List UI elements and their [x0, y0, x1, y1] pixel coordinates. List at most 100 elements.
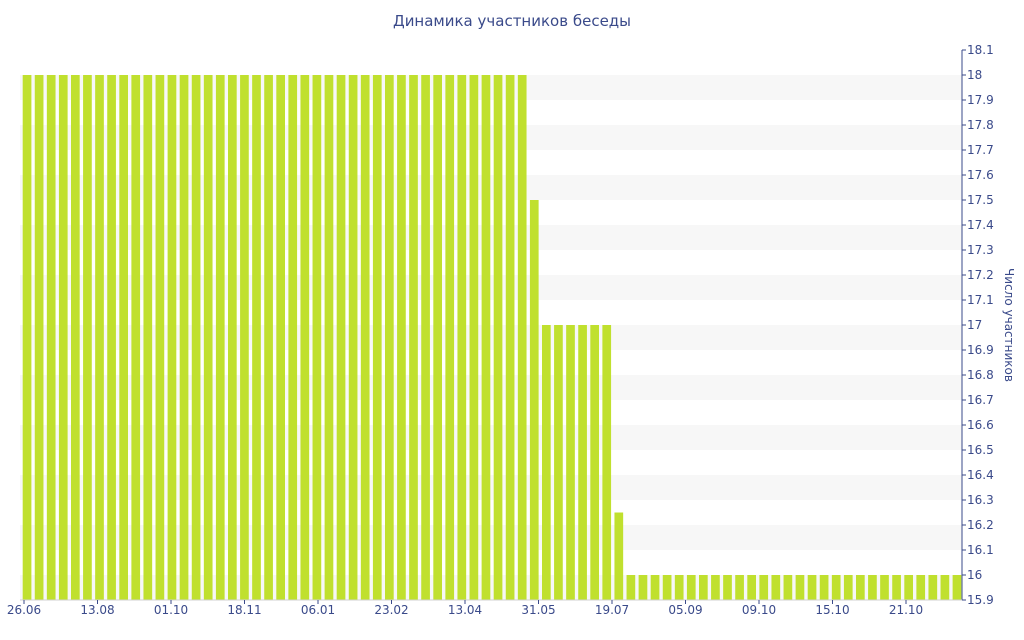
bar: [626, 575, 636, 600]
bar: [952, 575, 962, 600]
bar: [638, 575, 648, 600]
y-tick-label: 16.8: [967, 368, 994, 382]
bar: [795, 575, 805, 600]
chart-title: Динамика участников беседы: [392, 12, 632, 30]
bar: [578, 325, 587, 600]
bar: [421, 75, 430, 600]
bar: [916, 575, 926, 600]
bar: [22, 75, 32, 600]
bar: [372, 75, 382, 600]
y-tick-label: 16.9: [967, 343, 994, 357]
y-tick-label: 18.1: [967, 43, 994, 57]
y-tick-label: 17.4: [967, 218, 994, 232]
bar: [940, 575, 950, 600]
bar: [288, 75, 298, 600]
bar: [276, 75, 286, 600]
x-tick-label: 09.10: [742, 603, 776, 617]
bar: [602, 325, 612, 600]
bar: [554, 325, 563, 600]
x-tick-label: 31.05: [521, 603, 555, 617]
y-axis-title: Число участников: [1002, 268, 1016, 382]
bar: [445, 75, 455, 600]
grid-band: [20, 225, 962, 250]
bar: [735, 575, 744, 600]
bar: [747, 575, 757, 600]
bar: [179, 75, 189, 600]
bar: [300, 75, 310, 600]
bar: [868, 575, 877, 600]
bar: [191, 75, 201, 600]
bar: [807, 575, 817, 600]
x-tick-label: 19.07: [595, 603, 629, 617]
bar: [771, 575, 781, 600]
bar: [227, 75, 237, 600]
grid-band: [20, 425, 962, 450]
bar: [143, 75, 153, 600]
grid-band: [20, 375, 962, 400]
x-tick-label: 18.11: [227, 603, 261, 617]
grid-band: [20, 325, 962, 350]
bar: [505, 75, 515, 600]
bar: [711, 575, 720, 600]
y-tick-label: 16.3: [967, 493, 994, 507]
bar: [240, 75, 249, 600]
bar: [155, 75, 165, 600]
bar: [650, 575, 660, 600]
y-tick-label: 17.1: [967, 293, 994, 307]
y-tick-label: 17.6: [967, 168, 994, 182]
bar: [723, 575, 732, 600]
bar: [397, 75, 406, 600]
bar: [409, 75, 418, 600]
grid-band: [20, 125, 962, 150]
bar: [928, 575, 938, 600]
y-tick-label: 16.6: [967, 418, 994, 432]
grid-band: [20, 75, 962, 100]
bar: [457, 75, 467, 600]
bar: [904, 575, 914, 600]
bar: [831, 575, 841, 600]
bar: [167, 75, 177, 600]
bar: [433, 75, 443, 600]
bar: [384, 75, 394, 600]
y-tick-label: 16: [967, 568, 982, 582]
y-tick-label: 17.3: [967, 243, 994, 257]
bar: [614, 512, 624, 600]
x-tick-label: 05.09: [668, 603, 702, 617]
grid-band: [20, 575, 962, 600]
grid-band: [20, 525, 962, 550]
bar: [517, 75, 527, 600]
bar: [119, 75, 129, 600]
bar: [662, 575, 672, 600]
y-tick-label: 18: [967, 68, 982, 82]
y-tick-label: 17.8: [967, 118, 994, 132]
y-tick-label: 17.5: [967, 193, 994, 207]
bar: [843, 575, 853, 600]
y-tick-label: 17.2: [967, 268, 994, 282]
x-tick-label: 13.08: [80, 603, 114, 617]
y-tick-label: 17: [967, 318, 982, 332]
bar: [107, 75, 116, 600]
y-tick-label: 16.1: [967, 543, 994, 557]
bar: [360, 75, 370, 600]
grid-band: [20, 475, 962, 500]
bar: [215, 75, 225, 600]
y-tick-label: 16.4: [967, 468, 994, 482]
x-tick-label: 21.10: [889, 603, 923, 617]
x-tick-label: 01.10: [154, 603, 188, 617]
x-tick-label: 26.06: [7, 603, 41, 617]
bar: [819, 575, 829, 600]
bar: [58, 75, 68, 600]
x-tick-label: 23.02: [374, 603, 408, 617]
bar: [83, 75, 92, 600]
bar: [892, 575, 901, 600]
bar: [590, 325, 600, 600]
y-tick-label: 16.7: [967, 393, 994, 407]
bar: [855, 575, 865, 600]
bar: [252, 75, 261, 600]
bar: [686, 575, 696, 600]
y-tick-label: 15.9: [967, 593, 994, 607]
bar: [264, 75, 273, 600]
bar: [481, 75, 491, 600]
bar: [698, 575, 708, 600]
